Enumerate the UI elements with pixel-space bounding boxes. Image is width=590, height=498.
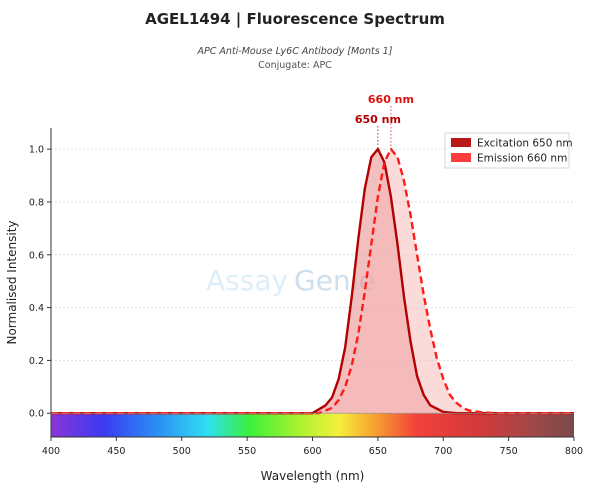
- y-tick-label: 0.2: [29, 356, 44, 367]
- y-tick-label: 0.0: [29, 409, 44, 420]
- x-tick-label: 700: [434, 446, 452, 457]
- chart-subtitle: APC Anti-Mouse Ly6C Antibody [Monts 1]: [197, 46, 393, 57]
- x-axis-title: Wavelength (nm): [261, 469, 365, 483]
- watermark-logo: Assay Genie: [206, 264, 376, 297]
- legend-swatch-excitation: [451, 138, 471, 147]
- x-tick-label: 600: [303, 446, 321, 457]
- y-tick-label: 0.6: [29, 250, 44, 261]
- x-tick-label: 750: [500, 446, 518, 457]
- chart-title: AGEL1494 | Fluorescence Spectrum: [145, 10, 445, 28]
- y-axis-title: Normalised Intensity: [5, 220, 19, 344]
- y-tick-label: 0.4: [29, 303, 44, 314]
- x-tick-label: 500: [173, 446, 191, 457]
- y-tick-label: 0.8: [29, 197, 44, 208]
- x-tick-label: 450: [107, 446, 125, 457]
- x-tick-label: 800: [565, 446, 583, 457]
- wavelength-spectrum-bar: [51, 413, 574, 437]
- x-tick-label: 400: [42, 446, 60, 457]
- series-line-excitation: [51, 147, 574, 415]
- peak-label-excitation: 650 nm: [355, 113, 401, 126]
- x-tick-label: 650: [369, 446, 387, 457]
- y-tick-label: 1.0: [29, 145, 44, 156]
- legend-label-excitation: Excitation 650 nm: [477, 138, 573, 150]
- watermark-part1: Assay: [206, 264, 288, 297]
- chart-legend: Excitation 650 nm Emission 660 nm: [444, 132, 573, 169]
- legend-swatch-emission: [451, 153, 471, 162]
- x-tick-label: 550: [238, 446, 256, 457]
- peak-label-emission: 660 nm: [368, 93, 414, 106]
- series-line-emission: [51, 147, 574, 415]
- legend-label-emission: Emission 660 nm: [477, 153, 567, 165]
- conjugate-label: Conjugate: APC: [258, 60, 332, 71]
